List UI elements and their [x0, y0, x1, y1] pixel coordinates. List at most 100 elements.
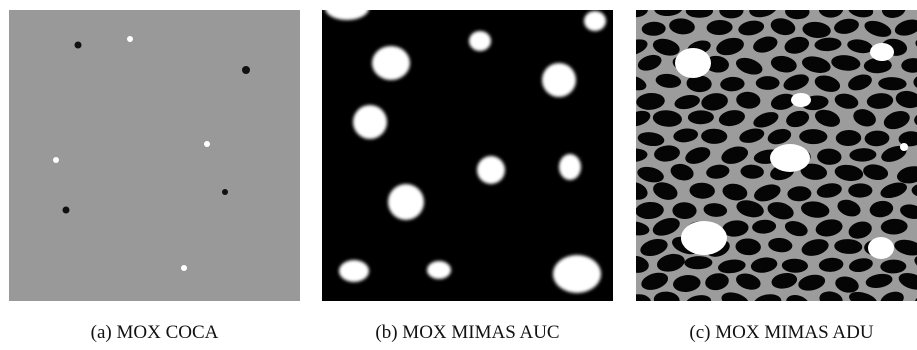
mimas-adu-micrograph: [636, 10, 917, 301]
dark-grain: [750, 257, 778, 273]
dark-grain: [847, 39, 873, 54]
dark-grain: [637, 132, 665, 147]
dark-grain: [799, 129, 828, 145]
dark-grain: [685, 10, 713, 18]
agglomerate-blob: [339, 260, 369, 282]
bright-particle: [181, 265, 187, 271]
dark-grain: [653, 182, 678, 200]
dark-grain: [786, 295, 810, 301]
dark-grain: [636, 294, 651, 301]
dark-grain: [880, 182, 907, 199]
dark-grain: [686, 75, 712, 93]
dark-grain: [863, 164, 889, 181]
coca-micrograph: [9, 10, 300, 301]
dark-grain: [883, 111, 910, 130]
dark-grain: [900, 204, 917, 219]
dark-grain: [636, 92, 665, 110]
dark-grain: [816, 183, 842, 198]
white-agglomerate: [675, 48, 711, 78]
dark-grain: [866, 93, 894, 109]
dark-grain: [895, 90, 917, 109]
dark-grain: [853, 109, 876, 127]
dark-grain: [721, 292, 749, 301]
mimas-auc-micrograph: [322, 10, 613, 301]
dark-grain: [636, 255, 649, 273]
dark-grain: [722, 220, 749, 237]
dark-grain: [739, 128, 765, 143]
dark-grain: [753, 112, 779, 128]
dark-grain: [869, 200, 894, 218]
dark-grain: [818, 257, 844, 272]
dark-grain: [636, 201, 664, 220]
dark-grain: [636, 110, 651, 127]
dark-grain: [834, 239, 863, 254]
dark-grain: [719, 10, 744, 19]
dark-grain: [652, 38, 680, 56]
dark-grain: [674, 95, 700, 110]
dark-grain: [801, 239, 829, 256]
dark-particle: [242, 66, 250, 74]
bright-particle: [53, 157, 59, 163]
dark-particle: [74, 41, 82, 49]
dark-grain: [636, 10, 648, 18]
dark-grain: [770, 93, 796, 110]
dark-grain: [896, 166, 917, 184]
dark-grain: [831, 55, 861, 71]
dark-grain: [787, 186, 812, 202]
agglomerate-blob: [372, 46, 410, 80]
dark-grain: [673, 275, 701, 292]
dark-grain: [672, 202, 697, 220]
dark-grain: [717, 259, 746, 274]
dark-grain: [752, 219, 777, 234]
caption-b: (b) MOX MIMAS AUC: [375, 322, 560, 343]
dark-grain: [815, 109, 840, 127]
agglomerate-blob: [469, 31, 491, 51]
white-agglomerate: [868, 237, 894, 259]
dark-grain: [685, 147, 711, 164]
dark-grain: [880, 259, 907, 274]
dark-grain: [770, 18, 796, 36]
dark-grain: [652, 217, 680, 236]
dark-grain: [849, 148, 877, 162]
dark-particle: [222, 189, 228, 195]
dark-grain: [740, 164, 764, 179]
dark-grain: [652, 110, 682, 127]
dark-grain: [800, 163, 828, 180]
dark-grain: [673, 128, 699, 143]
white-agglomerate: [681, 221, 727, 255]
dark-grain: [636, 221, 650, 236]
caption-c: (c) MOX MIMAS ADU: [689, 322, 874, 343]
dark-grain: [781, 258, 808, 273]
dark-grain: [636, 182, 648, 200]
dark-grain: [848, 10, 874, 18]
dark-grain: [819, 291, 843, 301]
dark-grain: [684, 256, 713, 270]
dark-grain: [637, 54, 662, 71]
dark-grain: [834, 18, 859, 34]
dark-grain: [670, 163, 694, 181]
dark-grain: [835, 129, 862, 147]
dark-grain: [901, 58, 917, 73]
dark-grain: [753, 36, 778, 53]
panel-c-mimas-adu-image: [636, 10, 917, 301]
dark-grain: [801, 201, 830, 218]
dark-grain: [815, 219, 843, 237]
white-agglomerate: [900, 143, 908, 151]
dark-grain: [770, 55, 797, 73]
dark-grain: [864, 130, 890, 147]
dark-grain: [784, 221, 808, 237]
dark-grain: [881, 10, 906, 18]
dark-grain: [654, 10, 683, 17]
dark-grain: [753, 294, 782, 301]
dark-grain: [687, 110, 714, 125]
panel-b-mimas-auc-image: [322, 10, 613, 301]
dark-grain: [880, 218, 908, 235]
dark-grain: [848, 183, 873, 198]
dark-grain: [703, 203, 728, 217]
dark-grain: [754, 184, 781, 202]
dark-grain: [716, 37, 744, 56]
dark-grain: [749, 10, 778, 18]
dark-grain: [657, 253, 685, 272]
dark-grain: [881, 145, 907, 162]
agglomerate-blob: [388, 184, 424, 220]
